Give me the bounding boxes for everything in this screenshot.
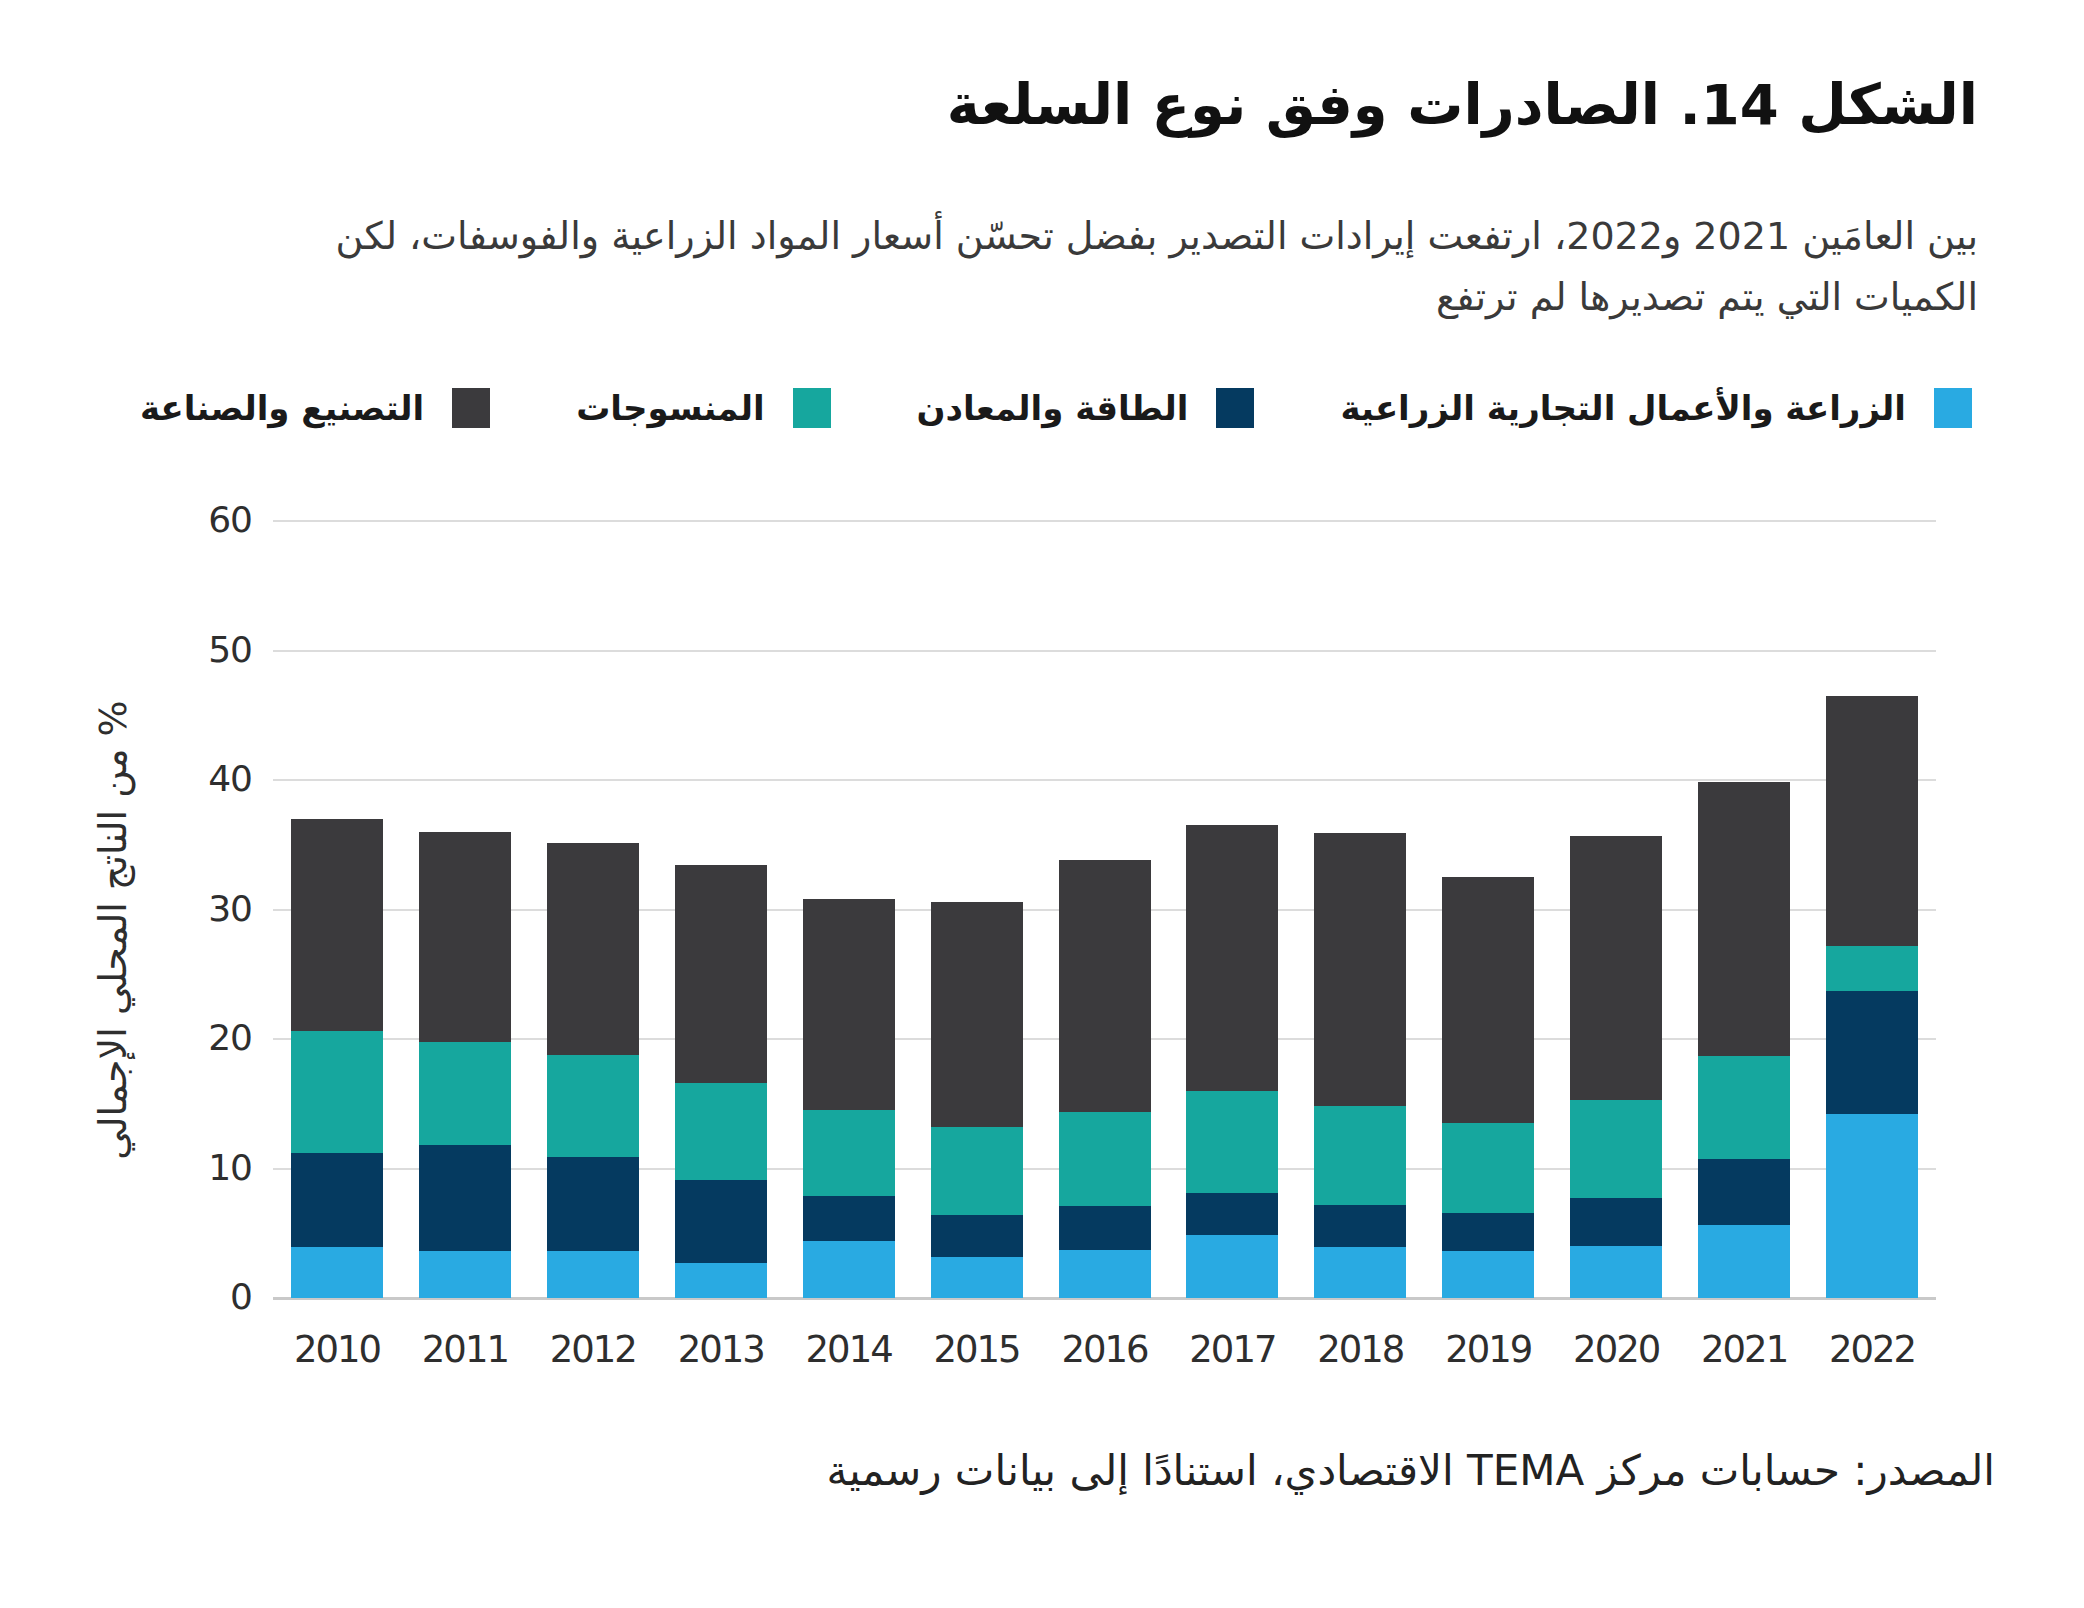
y-axis-title: % من الناتج المحلي الإجمالي xyxy=(92,670,134,1190)
x-axis-tick-2022: 2022 xyxy=(1808,1328,1936,1371)
bar-2012-segment-manufacturing xyxy=(547,843,639,1054)
bar-2015-segment-energy-minerals xyxy=(931,1215,1023,1256)
bar-2018-segment-textiles xyxy=(1314,1106,1406,1204)
bar-2016-segment-manufacturing xyxy=(1059,860,1151,1111)
x-axis-tick-2016: 2016 xyxy=(1041,1328,1169,1371)
gridline-50 xyxy=(273,650,1936,652)
bar-2019-segment-energy-minerals xyxy=(1442,1213,1534,1252)
bar-2017-segment-energy-minerals xyxy=(1186,1193,1278,1234)
bar-2019-segment-textiles xyxy=(1442,1123,1534,1212)
bar-2022-segment-textiles xyxy=(1826,946,1918,991)
bar-2018-segment-manufacturing xyxy=(1314,833,1406,1106)
x-axis-tick-2019: 2019 xyxy=(1424,1328,1552,1371)
bar-2014-segment-manufacturing xyxy=(803,899,895,1110)
bar-2013-segment-energy-minerals xyxy=(675,1180,767,1263)
bar-2012-segment-textiles xyxy=(547,1055,639,1157)
bar-2013-segment-agriculture xyxy=(675,1263,767,1298)
bar-2010-segment-textiles xyxy=(291,1031,383,1153)
x-axis-tick-2020: 2020 xyxy=(1552,1328,1680,1371)
bar-2022-segment-agriculture xyxy=(1826,1114,1918,1298)
bar-2010-segment-manufacturing xyxy=(291,819,383,1031)
y-axis-tick-30: 30 xyxy=(132,888,252,929)
bar-2016-segment-energy-minerals xyxy=(1059,1206,1151,1250)
bar-2017-segment-manufacturing xyxy=(1186,825,1278,1090)
bar-2016-segment-agriculture xyxy=(1059,1250,1151,1298)
bar-2017-segment-agriculture xyxy=(1186,1235,1278,1298)
bar-2021-segment-agriculture xyxy=(1698,1225,1790,1298)
bar-2014-segment-energy-minerals xyxy=(803,1196,895,1241)
page: { "title": "الشكل 14. الصادرات وفق نوع ا… xyxy=(0,0,2084,1608)
x-axis-tick-2021: 2021 xyxy=(1680,1328,1808,1371)
y-axis-tick-60: 60 xyxy=(132,499,252,540)
bar-2010-segment-energy-minerals xyxy=(291,1153,383,1248)
bar-2016-segment-textiles xyxy=(1059,1112,1151,1207)
bar-2020-segment-energy-minerals xyxy=(1570,1198,1662,1247)
x-axis-tick-2010: 2010 xyxy=(273,1328,401,1371)
x-axis-tick-2014: 2014 xyxy=(785,1328,913,1371)
y-axis-tick-40: 40 xyxy=(132,758,252,799)
bar-2011-segment-textiles xyxy=(419,1042,511,1146)
bar-2011-segment-energy-minerals xyxy=(419,1145,511,1251)
y-axis-tick-50: 50 xyxy=(132,629,252,670)
bar-2021-segment-textiles xyxy=(1698,1056,1790,1159)
bar-2022-segment-energy-minerals xyxy=(1826,991,1918,1114)
gridline-60 xyxy=(273,520,1936,522)
y-axis-tick-0: 0 xyxy=(132,1276,252,1317)
chart-plot-area: 0102030405060201020112012201320142015201… xyxy=(0,0,2084,1608)
bar-2020-segment-manufacturing xyxy=(1570,836,1662,1100)
bar-2011-segment-manufacturing xyxy=(419,832,511,1042)
y-axis-tick-10: 10 xyxy=(132,1147,252,1188)
bar-2014-segment-textiles xyxy=(803,1110,895,1195)
bar-2012-segment-agriculture xyxy=(547,1251,639,1298)
bar-2010-segment-agriculture xyxy=(291,1247,383,1298)
bar-2012-segment-energy-minerals xyxy=(547,1157,639,1252)
bar-2019-segment-agriculture xyxy=(1442,1251,1534,1298)
bar-2021-segment-energy-minerals xyxy=(1698,1159,1790,1226)
bar-2015-segment-agriculture xyxy=(931,1257,1023,1298)
x-axis-tick-2011: 2011 xyxy=(401,1328,529,1371)
bar-2018-segment-energy-minerals xyxy=(1314,1205,1406,1248)
bar-2020-segment-textiles xyxy=(1570,1100,1662,1198)
source-note: المصدر: حسابات مركز TEMA الاقتصادي، استن… xyxy=(827,1446,1995,1495)
gridline-40 xyxy=(273,779,1936,781)
y-axis-tick-20: 20 xyxy=(132,1017,252,1058)
x-axis-tick-2013: 2013 xyxy=(657,1328,785,1371)
bar-2018-segment-agriculture xyxy=(1314,1247,1406,1298)
x-axis-tick-2012: 2012 xyxy=(529,1328,657,1371)
bar-2021-segment-manufacturing xyxy=(1698,782,1790,1056)
bar-2015-segment-manufacturing xyxy=(931,902,1023,1127)
bar-2013-segment-manufacturing xyxy=(675,865,767,1083)
x-axis-tick-2018: 2018 xyxy=(1296,1328,1424,1371)
bar-2011-segment-agriculture xyxy=(419,1251,511,1298)
bar-2022-segment-manufacturing xyxy=(1826,696,1918,946)
bar-2019-segment-manufacturing xyxy=(1442,877,1534,1123)
bar-2015-segment-textiles xyxy=(931,1127,1023,1215)
x-axis-tick-2015: 2015 xyxy=(913,1328,1041,1371)
bar-2017-segment-textiles xyxy=(1186,1091,1278,1193)
bar-2013-segment-textiles xyxy=(675,1083,767,1180)
x-axis-tick-2017: 2017 xyxy=(1168,1328,1296,1371)
bar-2020-segment-agriculture xyxy=(1570,1246,1662,1298)
bar-2014-segment-agriculture xyxy=(803,1241,895,1298)
